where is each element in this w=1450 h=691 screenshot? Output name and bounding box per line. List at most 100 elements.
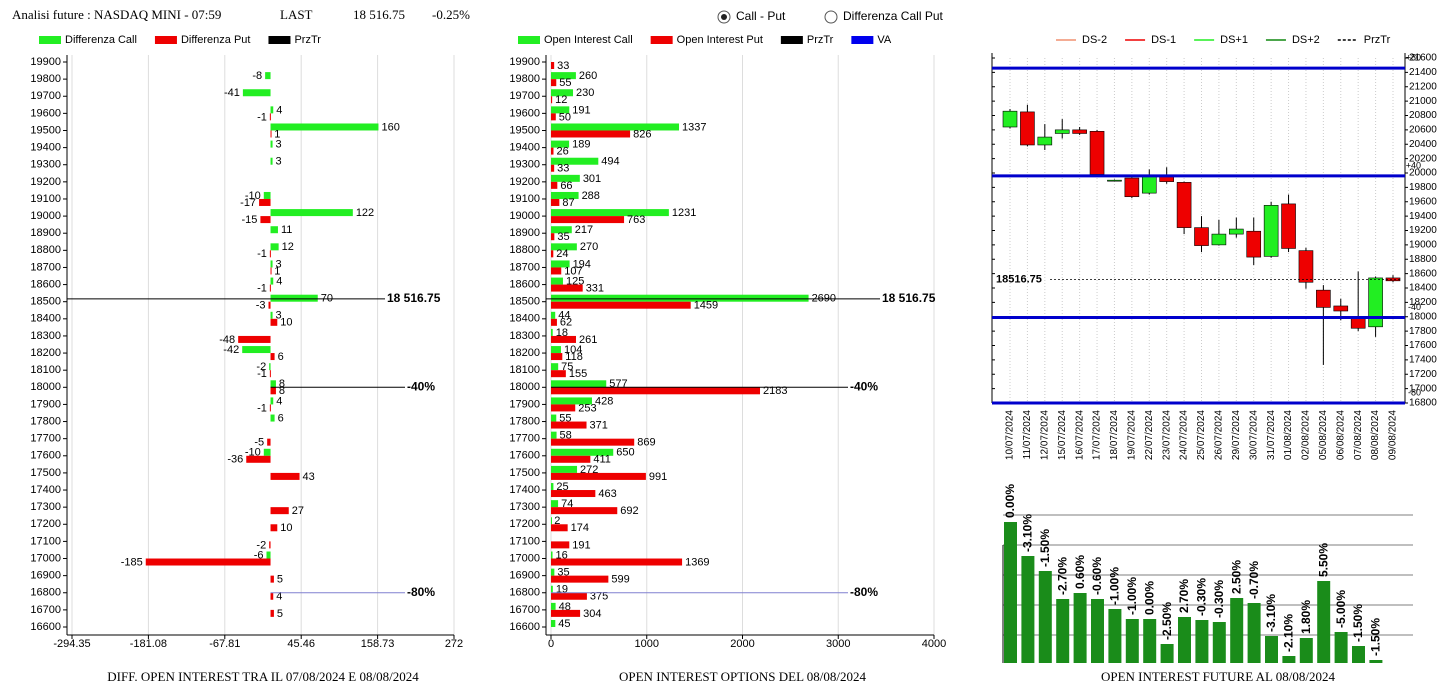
bar-label: -0.60% bbox=[1090, 557, 1104, 595]
radio-option[interactable]: Call - Put bbox=[717, 9, 786, 24]
radio-circle[interactable] bbox=[824, 10, 838, 24]
bar-label: 3 bbox=[276, 258, 282, 270]
bar bbox=[551, 284, 583, 292]
x-tick-label: 10/07/2024 bbox=[1005, 410, 1016, 460]
candle-body bbox=[1141, 175, 1157, 194]
legend-label: DS-1 bbox=[1151, 34, 1176, 46]
bar-label: 599 bbox=[611, 574, 629, 586]
bar-label: 763 bbox=[627, 214, 645, 226]
y-tick-label: 19900 bbox=[509, 56, 540, 68]
y-tick-label: 18400 bbox=[509, 313, 540, 325]
candle-body bbox=[1229, 228, 1244, 235]
x-tick-label: 09/08/2024 bbox=[1388, 410, 1399, 460]
bar bbox=[270, 414, 275, 422]
bar bbox=[551, 260, 570, 268]
y-tick-label: 17800 bbox=[1409, 326, 1437, 337]
bar bbox=[1282, 656, 1296, 663]
bar bbox=[551, 524, 568, 532]
y-tick-label: 16800 bbox=[509, 587, 540, 599]
bar-label: 10 bbox=[280, 317, 292, 329]
bar-label: 33 bbox=[557, 60, 569, 72]
candle-body bbox=[1211, 233, 1227, 246]
bar-label: 2 bbox=[554, 515, 560, 527]
bar-label: 253 bbox=[578, 402, 596, 414]
bar-label: 66 bbox=[560, 180, 572, 192]
bar-label: 3 bbox=[276, 139, 282, 151]
bar bbox=[551, 181, 558, 189]
bar-label: 25 bbox=[556, 481, 568, 493]
x-tick-label: 16/07/2024 bbox=[1074, 410, 1085, 460]
bar bbox=[270, 106, 274, 114]
y-tick-label: 17100 bbox=[509, 535, 540, 547]
y-tick-label: 18600 bbox=[1409, 268, 1437, 279]
bar bbox=[246, 455, 271, 463]
reference-label: -40 bbox=[1408, 302, 1421, 312]
bar bbox=[551, 483, 554, 491]
radio-dot[interactable] bbox=[721, 14, 727, 20]
bar bbox=[551, 164, 555, 172]
bar-label: -36 bbox=[227, 454, 243, 466]
radio-label[interactable]: Call - Put bbox=[736, 9, 786, 23]
bar-label: 8 bbox=[279, 378, 285, 390]
bar-label: 27 bbox=[292, 505, 304, 517]
bar-label: -1 bbox=[257, 111, 267, 123]
x-tick-label: 06/08/2024 bbox=[1335, 410, 1346, 460]
y-tick-label: 19300 bbox=[30, 159, 61, 171]
bar bbox=[551, 243, 577, 251]
y-tick-label: 20400 bbox=[1409, 139, 1437, 150]
x-tick-label: 18/07/2024 bbox=[1109, 410, 1120, 460]
bar-label: 2.70% bbox=[1177, 579, 1191, 613]
reference-label: +80 bbox=[1406, 52, 1421, 62]
y-tick-label: 19500 bbox=[30, 124, 61, 136]
bar-label: 62 bbox=[560, 317, 572, 329]
bar bbox=[551, 318, 557, 326]
x-tick-label: 02/08/2024 bbox=[1301, 410, 1312, 460]
y-tick-label: 17500 bbox=[30, 467, 61, 479]
y-tick-label: 19600 bbox=[1409, 196, 1437, 207]
bar bbox=[270, 507, 289, 515]
bar-label: 26 bbox=[556, 146, 568, 158]
bar bbox=[551, 397, 592, 405]
bar-label: 1369 bbox=[685, 556, 709, 568]
candle-body bbox=[1002, 110, 1018, 128]
y-tick-label: 18300 bbox=[509, 330, 540, 342]
bar-label: 6 bbox=[278, 412, 284, 424]
y-tick-label: 18400 bbox=[30, 313, 61, 325]
y-tick-label: 19000 bbox=[509, 210, 540, 222]
bar bbox=[551, 568, 555, 576]
y-tick-label: 19600 bbox=[30, 107, 61, 119]
bar-label: -2 bbox=[256, 539, 266, 551]
y-tick-label: 17400 bbox=[509, 484, 540, 496]
y-tick-label: 19400 bbox=[1409, 211, 1437, 222]
y-tick-label: 17000 bbox=[30, 552, 61, 564]
radio-label[interactable]: Differenza Call Put bbox=[843, 9, 943, 23]
bar bbox=[551, 585, 553, 593]
y-tick-label: 17000 bbox=[509, 552, 540, 564]
bar-label: -1.50% bbox=[1038, 529, 1052, 567]
y-tick-label: 17200 bbox=[30, 518, 61, 530]
x-tick-label: 15/07/2024 bbox=[1057, 410, 1068, 460]
candle-body bbox=[1316, 289, 1331, 308]
bar-label: 55 bbox=[559, 412, 571, 424]
y-tick-label: 19400 bbox=[509, 142, 540, 154]
bar bbox=[269, 363, 271, 371]
legend-label: Differenza Put bbox=[181, 34, 251, 46]
bar bbox=[269, 250, 271, 258]
chart-title: OPEN INTEREST OPTIONS DEL 08/08/2024 bbox=[619, 669, 867, 684]
chart-title: DIFF. OPEN INTEREST TRA IL 07/08/2024 E … bbox=[107, 669, 419, 684]
bar-label: 692 bbox=[620, 505, 638, 517]
y-tick-label: 19500 bbox=[509, 124, 540, 136]
bar-label: -1 bbox=[257, 368, 267, 380]
bar bbox=[1143, 619, 1157, 663]
bar bbox=[259, 198, 271, 206]
bar bbox=[551, 106, 570, 114]
x-tick-label: 2000 bbox=[730, 638, 754, 650]
y-tick-label: 19700 bbox=[509, 90, 540, 102]
bar bbox=[551, 113, 556, 121]
bar bbox=[551, 551, 553, 559]
radio-option[interactable]: Differenza Call Put bbox=[824, 9, 943, 24]
bar bbox=[270, 353, 275, 361]
y-tick-label: 17600 bbox=[30, 450, 61, 462]
bar-label: 6 bbox=[278, 351, 284, 363]
